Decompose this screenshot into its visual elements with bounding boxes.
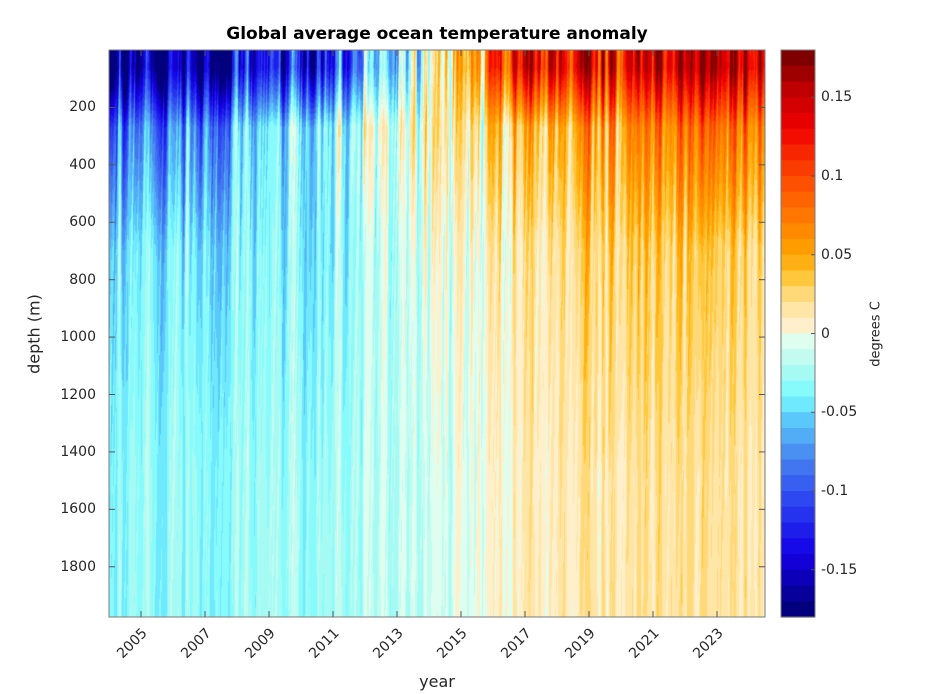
y-tick-label: 1800 bbox=[60, 558, 96, 575]
colorbar-segment bbox=[781, 428, 815, 445]
y-tick-label: 1200 bbox=[60, 386, 96, 403]
axis-ticks bbox=[109, 50, 815, 617]
colorbar-segment bbox=[781, 223, 815, 240]
colorbar-segment bbox=[781, 475, 815, 492]
colorbar-segment bbox=[781, 380, 815, 398]
colorbar-label: degrees C bbox=[868, 301, 884, 367]
colorbar-segment bbox=[781, 412, 815, 429]
colorbar-tick-label: 0.1 bbox=[821, 168, 844, 184]
colorbar-segment bbox=[781, 585, 815, 602]
colorbar-segment bbox=[781, 554, 815, 571]
colorbar-segment bbox=[781, 538, 815, 555]
colorbar-tick-label: 0 bbox=[821, 325, 830, 342]
colorbar-segment bbox=[781, 506, 815, 524]
y-tick-label: 1000 bbox=[60, 329, 96, 346]
colorbar-segment bbox=[781, 144, 815, 161]
colorbar-segment bbox=[781, 601, 815, 618]
y-tick-label: 800 bbox=[69, 271, 96, 288]
colorbar-tick-label: 0.15 bbox=[821, 89, 853, 106]
colorbar-segment bbox=[781, 239, 815, 256]
colorbar-segment bbox=[781, 128, 815, 146]
heatmap-canvas bbox=[109, 50, 765, 617]
colorbar-segment bbox=[781, 113, 815, 130]
colorbar-segment bbox=[781, 176, 815, 193]
chart-title: Global average ocean temperature anomaly bbox=[226, 24, 648, 44]
colorbar-tick-label: 0.05 bbox=[821, 246, 853, 263]
y-tick-label: 200 bbox=[69, 99, 96, 116]
colorbar-segment bbox=[781, 317, 815, 335]
colorbar-segment bbox=[781, 254, 815, 272]
colorbar-segment bbox=[781, 50, 815, 67]
y-tick-label: 600 bbox=[69, 214, 96, 231]
y-tick-label: 400 bbox=[69, 156, 96, 173]
colorbar-segment bbox=[781, 270, 815, 287]
colorbar-segment bbox=[781, 302, 815, 319]
colorbar-segment bbox=[781, 65, 815, 83]
x-axis-label: year bbox=[419, 672, 455, 691]
colorbar-segment bbox=[781, 160, 815, 177]
colorbar-segment bbox=[781, 459, 815, 476]
colorbar-segment bbox=[781, 97, 815, 114]
colorbar-segment bbox=[781, 286, 815, 303]
colorbar-segment bbox=[781, 349, 815, 366]
colorbar-segment bbox=[781, 491, 815, 508]
colorbar-segment bbox=[781, 207, 815, 224]
colorbar-tick-label: -0.15 bbox=[821, 561, 858, 578]
colorbar-segment bbox=[781, 443, 815, 461]
y-tick-label: 1600 bbox=[60, 501, 96, 518]
colorbar-segment bbox=[781, 522, 815, 539]
colorbar-segment bbox=[781, 396, 815, 413]
colorbar-segment bbox=[781, 365, 815, 382]
colorbar-tick-label: -0.1 bbox=[821, 483, 849, 499]
colorbar bbox=[781, 50, 815, 618]
colorbar-segment bbox=[781, 191, 815, 209]
colorbar-segment bbox=[781, 569, 815, 587]
plot-frame bbox=[108, 49, 766, 618]
colorbar-segment bbox=[781, 333, 815, 350]
colorbar-tick-label: -0.05 bbox=[821, 404, 858, 421]
colorbar-segment bbox=[781, 81, 815, 98]
y-tick-label: 1400 bbox=[60, 443, 96, 460]
y-axis-label: depth (m) bbox=[24, 294, 44, 374]
